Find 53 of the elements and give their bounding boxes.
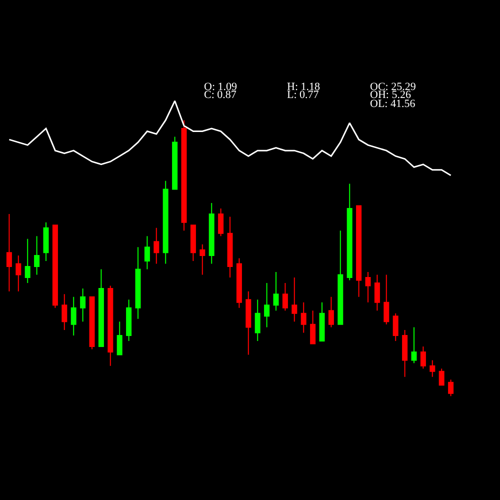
candlestick	[264, 282, 270, 328]
candlestick	[190, 224, 196, 262]
candlestick	[356, 205, 362, 298]
text: OL: 41.56	[370, 98, 416, 110]
candlestick	[116, 321, 122, 356]
candlestick	[227, 216, 233, 278]
candlestick	[154, 227, 160, 264]
candlestick	[162, 180, 168, 264]
candlestick	[43, 222, 49, 262]
candlestick	[89, 296, 95, 350]
candlestick	[200, 244, 206, 276]
candlestick	[181, 120, 187, 232]
candlestick	[319, 302, 325, 342]
candlestick	[6, 214, 12, 292]
candlestick	[273, 272, 279, 312]
candlestick	[300, 302, 306, 334]
candlestick	[254, 299, 260, 342]
candlestick	[282, 282, 288, 312]
candlestick	[292, 277, 298, 322]
candlestick	[346, 183, 352, 281]
candlestick	[98, 268, 104, 348]
candlestick	[108, 285, 114, 366]
candlestick	[80, 288, 86, 322]
candlestick	[218, 208, 224, 237]
text: L: 0.77	[287, 89, 320, 101]
candlestick	[62, 294, 68, 330]
text: OH: 5.26	[370, 89, 412, 101]
candlestick	[70, 296, 76, 336]
candlestick	[438, 368, 444, 386]
candlestick	[384, 274, 390, 325]
candlestick	[34, 236, 40, 276]
candlestick	[402, 329, 408, 378]
candlestick	[310, 310, 316, 344]
candlestick	[365, 272, 371, 303]
candlestick	[172, 136, 178, 190]
candlestick	[24, 238, 30, 284]
candlestick	[430, 360, 436, 378]
candlestick	[208, 202, 214, 264]
candlestick	[328, 296, 334, 328]
candlestick	[338, 230, 344, 325]
candlestick	[236, 258, 242, 308]
candlestick	[374, 274, 380, 312]
candlestick	[420, 346, 426, 370]
candlestick	[411, 326, 417, 364]
candlestick	[126, 299, 132, 342]
candlestick	[144, 236, 150, 270]
candlestick	[135, 246, 141, 320]
candlestick	[448, 379, 454, 397]
candlestick	[16, 254, 22, 292]
candlestick	[392, 312, 398, 342]
candlestick	[52, 224, 58, 308]
candlestick	[246, 290, 252, 356]
text: C: 0.87	[204, 89, 237, 101]
